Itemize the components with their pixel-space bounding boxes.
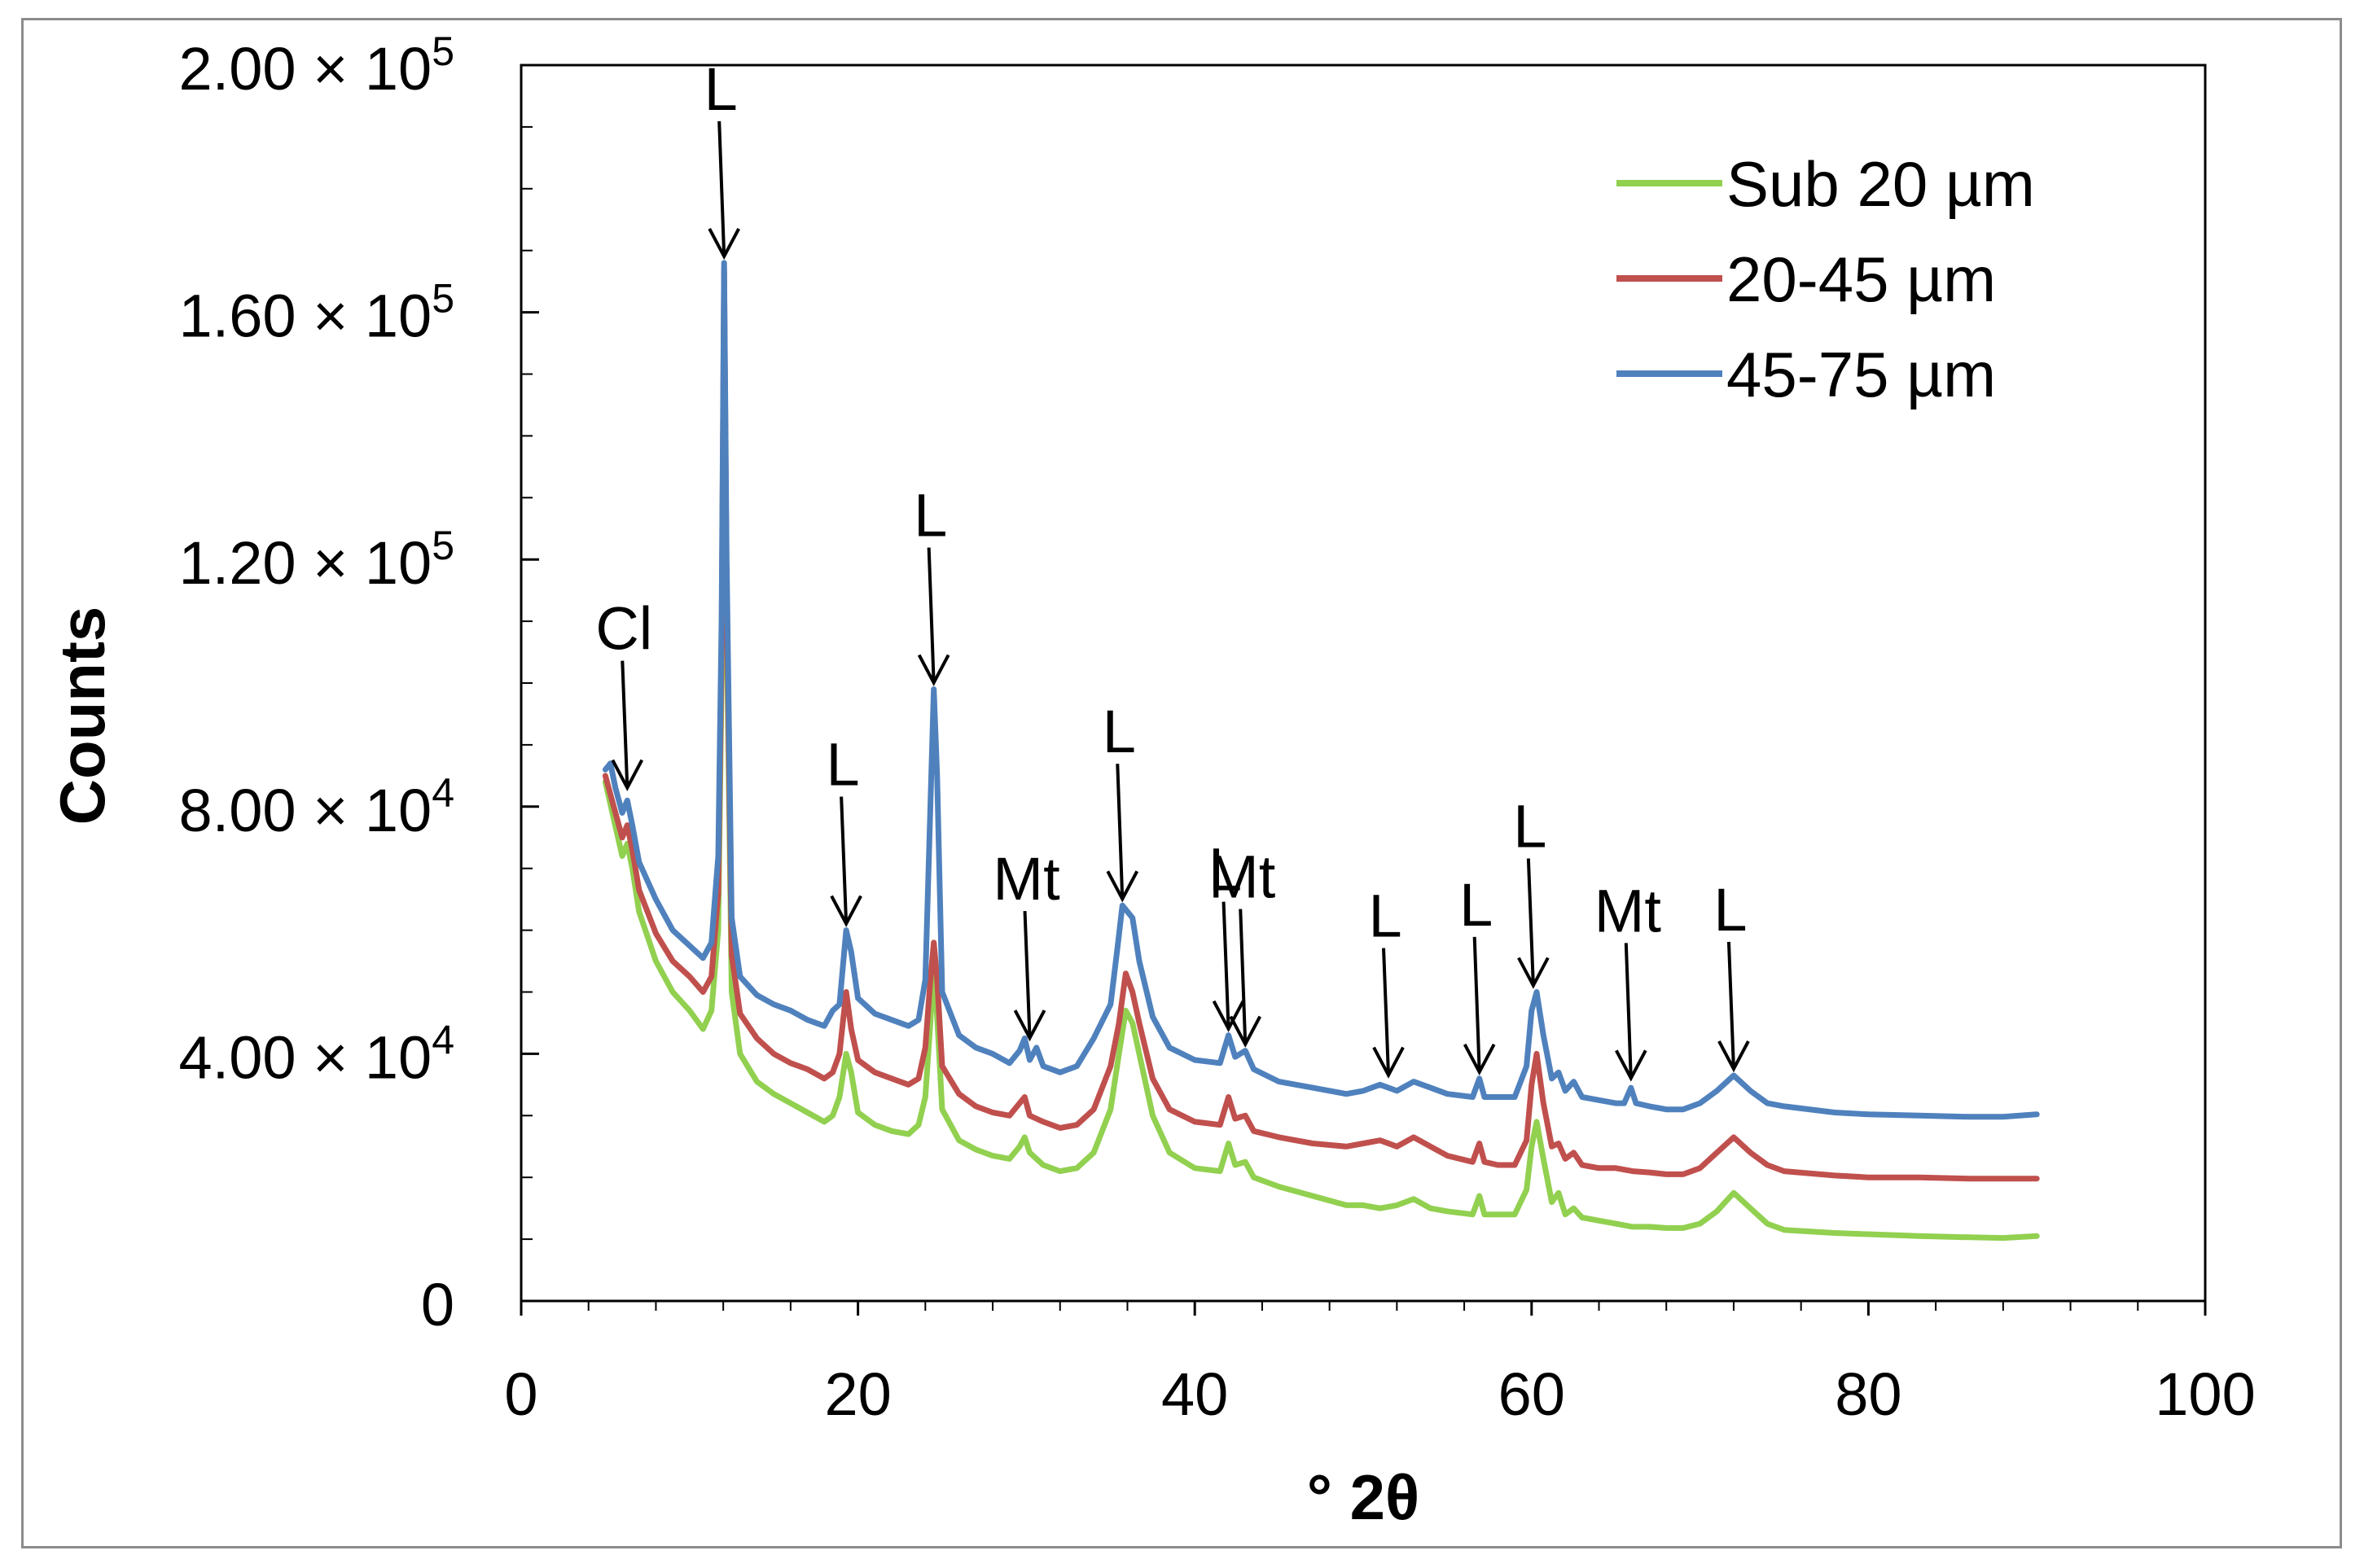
peak-arrow-head — [1372, 1046, 1405, 1079]
peak-arrow-shaft — [840, 796, 849, 924]
peak-label: L — [1368, 883, 1401, 950]
peak-arrow-head — [708, 227, 740, 261]
peak-arrow-head — [611, 759, 644, 791]
y-tick-label: 4.00 × 104 — [179, 1017, 454, 1091]
peak-arrow-head — [1517, 957, 1550, 989]
peak-label: L — [1459, 871, 1493, 939]
peak-arrow-shaft — [1472, 936, 1481, 1072]
peak-arrow-shaft — [717, 120, 726, 256]
peak-arrow-head — [1717, 1040, 1750, 1073]
peak-label: L — [1208, 836, 1242, 904]
peak-label: Mt — [1594, 877, 1662, 944]
peak-label: L — [914, 482, 947, 550]
series-line-0 — [602, 278, 2040, 1242]
figure-frame — [21, 18, 2342, 1548]
peak-label: L — [1713, 876, 1747, 944]
series-line-2 — [602, 260, 2040, 1120]
peak-arrow-shaft — [1116, 764, 1125, 900]
peak-arrow-shaft — [1239, 909, 1248, 1045]
peak-arrow-head — [1212, 1000, 1245, 1032]
legend-label-2: 45-75 µm — [1726, 339, 1996, 410]
x-tick-label: 40 — [1161, 1360, 1228, 1428]
x-axis-title: ° 2θ — [1307, 1461, 1419, 1533]
peak-arrow-head — [1615, 1049, 1647, 1082]
y-tick-label: 8.00 × 104 — [179, 770, 454, 844]
y-tick-label: 1.20 × 105 — [179, 523, 454, 597]
peak-arrow-shaft — [1526, 858, 1535, 986]
peak-arrow-shaft — [621, 660, 629, 788]
series-line-1 — [602, 266, 2040, 1182]
peak-label: Mt — [1208, 843, 1276, 911]
legend-label-0: Sub 20 µm — [1726, 148, 2035, 220]
x-tick-label: 20 — [824, 1360, 891, 1428]
peak-label: L — [827, 731, 860, 799]
x-tick-label: 0 — [504, 1360, 537, 1428]
x-tick-label: 100 — [2155, 1360, 2255, 1428]
peak-arrow-shaft — [1221, 901, 1230, 1029]
y-axis-title: Counts — [46, 607, 118, 826]
peak-arrow-head — [1229, 1015, 1262, 1048]
peak-arrow-shaft — [927, 547, 936, 683]
x-tick-label: 80 — [1835, 1360, 1901, 1428]
peak-arrow-head — [1463, 1043, 1496, 1076]
peak-label: Cl — [595, 595, 652, 663]
peak-label: L — [1103, 698, 1136, 765]
peak-arrow-head — [917, 654, 950, 686]
y-tick-label: 1.60 × 105 — [179, 276, 454, 350]
peak-label: Mt — [993, 845, 1060, 913]
y-tick-label: 0 — [421, 1271, 454, 1338]
x-tick-label: 60 — [1498, 1360, 1565, 1428]
peak-arrow-shaft — [1382, 948, 1391, 1075]
y-tick-label: 2.00 × 105 — [179, 28, 454, 103]
peak-arrow-head — [1013, 1010, 1046, 1042]
legend-label-1: 20-45 µm — [1726, 243, 1996, 315]
peak-label: L — [704, 55, 738, 123]
peak-label: L — [1513, 793, 1546, 861]
peak-arrow-head — [830, 895, 862, 927]
peak-arrow-shaft — [1726, 941, 1735, 1070]
peak-arrow-head — [1106, 870, 1139, 903]
peak-arrow-shaft — [1023, 910, 1032, 1039]
peak-arrow-shaft — [1624, 943, 1633, 1079]
